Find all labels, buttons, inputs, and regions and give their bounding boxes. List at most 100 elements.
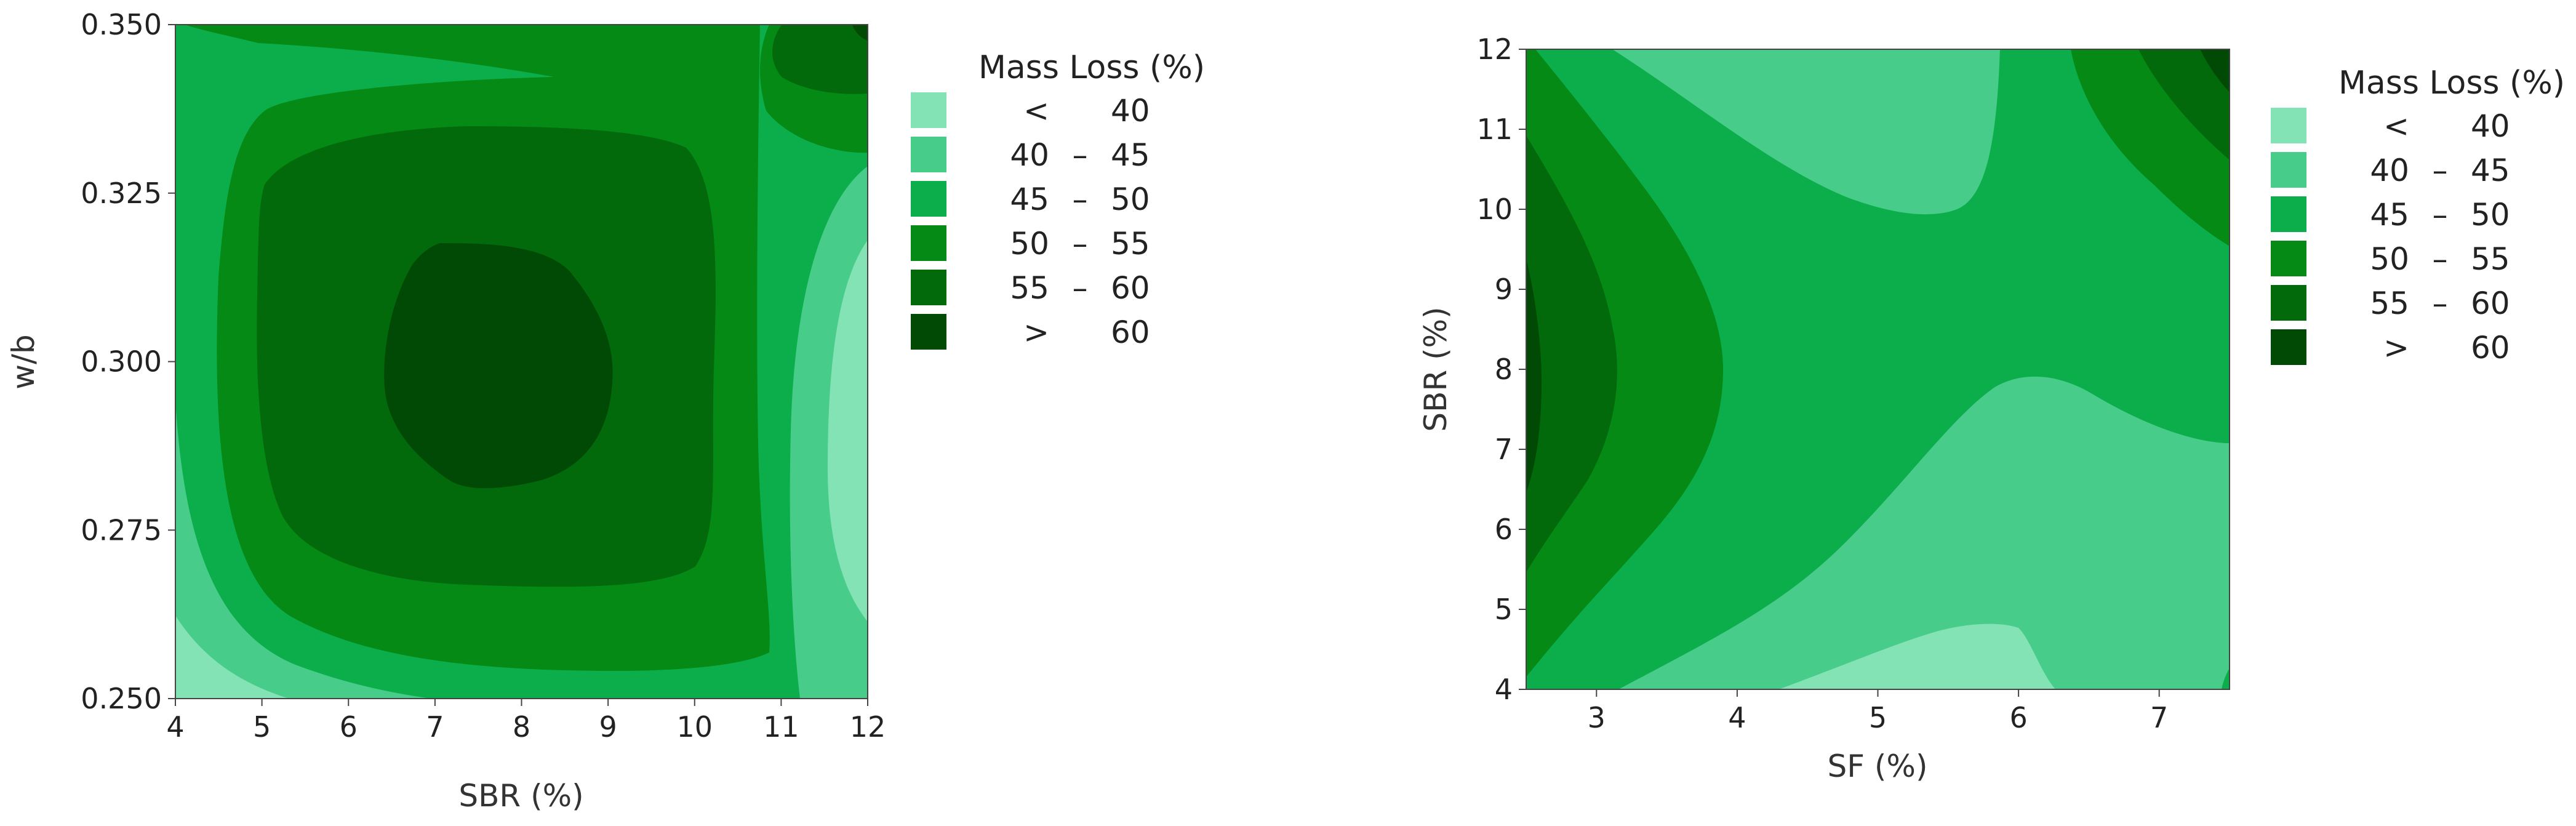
legend-range-low: 50 <box>1010 226 1049 262</box>
legend-swatch <box>2271 108 2306 143</box>
y-tick-label: 8 <box>1495 353 1513 386</box>
region-below-40-corner <box>175 615 289 699</box>
y-tick-label: 6 <box>1495 513 1513 546</box>
region-above-60-top-right <box>852 25 868 41</box>
legend-swatch <box>911 225 946 261</box>
legend-range-dash: – <box>1073 137 1088 173</box>
x-tick-label: 6 <box>2009 701 2027 734</box>
legend-range-low: > <box>1023 315 1049 350</box>
region-55-60-top-right <box>2138 49 2230 160</box>
legend-swatch <box>2271 329 2306 365</box>
x-tick-label: 5 <box>253 710 271 744</box>
x-tick-label: 4 <box>166 710 184 744</box>
x-tick-label: 8 <box>513 710 530 744</box>
legend-range-low: < <box>1023 93 1049 129</box>
y-tick-label: 5 <box>1495 593 1513 626</box>
legend-swatch <box>2271 152 2306 188</box>
region-55-60-left <box>1526 135 1617 572</box>
contour-regions-right <box>1526 49 2230 689</box>
legend-range-low: 45 <box>2370 197 2409 233</box>
x-tick-label: 7 <box>426 710 444 744</box>
x-tick-label: 6 <box>340 710 358 744</box>
legend-range-high: 60 <box>2471 330 2510 366</box>
legend-range-high: 45 <box>1111 137 1150 173</box>
legend-range-high: 55 <box>2471 241 2510 277</box>
region-50-55-left <box>1526 49 1723 677</box>
y-tick-label: 0.275 <box>81 513 162 547</box>
region-45-50-corner <box>2222 668 2230 689</box>
legend-range-dash: – <box>2433 286 2448 321</box>
legend-range-low: 40 <box>2370 153 2409 188</box>
y-tick-label: 0.350 <box>81 8 162 41</box>
y-tick-label: 7 <box>1495 433 1513 466</box>
legend-range-dash: – <box>2433 153 2448 188</box>
legend-swatch <box>911 137 946 172</box>
legend-swatch <box>911 181 946 217</box>
y-axis-title-left: w/b <box>6 334 41 389</box>
region-below-40 <box>1778 624 2055 689</box>
region-40-45-bottom-right <box>1618 376 2230 689</box>
region-above-60-top-right <box>2200 49 2230 92</box>
x-tick-label: 3 <box>1588 701 1606 734</box>
contour-plot-left: 4 5 6 7 8 9 10 11 12 0.250 0.275 0.300 0.325 0.350 SB… <box>0 0 1231 826</box>
y-tick-label: 0.250 <box>81 682 162 715</box>
legend-range-high: 60 <box>1111 270 1150 306</box>
legend-title: Mass Loss (%) <box>2338 65 2565 102</box>
legend-range-high: 40 <box>1111 93 1150 129</box>
legend-range-low: > <box>2383 330 2409 366</box>
legend-swatch <box>911 92 946 128</box>
contour-regions-left <box>175 25 868 699</box>
region-40-45-bottom-left <box>175 400 431 699</box>
legend-swatch <box>2271 285 2306 321</box>
legend-range-high: 60 <box>2471 286 2510 321</box>
legend-range-low: 45 <box>1010 182 1049 217</box>
x-tick-label: 11 <box>763 710 799 744</box>
x-tick-label: 4 <box>1728 701 1746 734</box>
region-below-40-right-edge <box>828 240 868 622</box>
legend-swatch <box>911 270 946 305</box>
y-tick-label: 11 <box>1476 113 1513 146</box>
legend-title: Mass Loss (%) <box>978 49 1205 86</box>
legend-range-low: 50 <box>2370 241 2409 277</box>
legend-range-low: < <box>2383 108 2409 144</box>
contour-plot-right: 3 4 5 6 7 4 5 6 7 8 9 10 11 12 SF (%) SBR (%) Mass Lo… <box>1354 0 2576 826</box>
legend-range-low: 55 <box>1010 270 1049 306</box>
y-tick-label: 4 <box>1495 673 1513 706</box>
x-tick-label: 12 <box>850 710 886 744</box>
x-tick-label: 5 <box>1869 701 1887 734</box>
x-tick-label: 9 <box>599 710 617 744</box>
region-above-60 <box>384 243 613 489</box>
legend-swatch <box>2271 196 2306 232</box>
legend-range-high: 60 <box>1111 315 1150 350</box>
legend-range-dash: – <box>1073 182 1088 217</box>
legend-range-low: 55 <box>2370 286 2409 321</box>
legend-range-dash: – <box>2433 197 2448 233</box>
region-40-45-top <box>1612 49 2000 215</box>
y-axis-title-right: SBR (%) <box>1418 307 1454 431</box>
legend-range-dash: – <box>1073 226 1088 262</box>
y-tick-label: 10 <box>1476 193 1513 226</box>
x-tick-label: 7 <box>2150 701 2168 734</box>
region-55-60-top-right <box>772 25 868 94</box>
legend-range-high: 50 <box>2471 197 2510 233</box>
y-tick-label: 0.325 <box>81 177 162 210</box>
axes-left: 4 5 6 7 8 9 10 11 12 0.250 0.275 0.300 0.325 0.350 <box>81 8 886 744</box>
legend-range-high: 45 <box>2471 153 2510 188</box>
x-axis-title-left: SBR (%) <box>458 778 583 814</box>
region-above-60-left <box>1526 259 1542 492</box>
legend-range-high: 50 <box>1111 182 1150 217</box>
legend-swatch <box>911 314 946 350</box>
legend-range-low: 40 <box>1010 137 1049 173</box>
x-tick-label: 10 <box>676 710 713 744</box>
legend-range-high: 40 <box>2471 108 2510 144</box>
legend-swatch <box>2271 241 2306 276</box>
legend-range-high: 55 <box>1111 226 1150 262</box>
y-tick-label: 9 <box>1495 273 1513 306</box>
axes-right: 3 4 5 6 7 4 5 6 7 8 9 10 11 12 <box>1476 33 2168 734</box>
legend-range-dash: – <box>2433 241 2448 277</box>
legend-range-dash: – <box>1073 270 1088 306</box>
